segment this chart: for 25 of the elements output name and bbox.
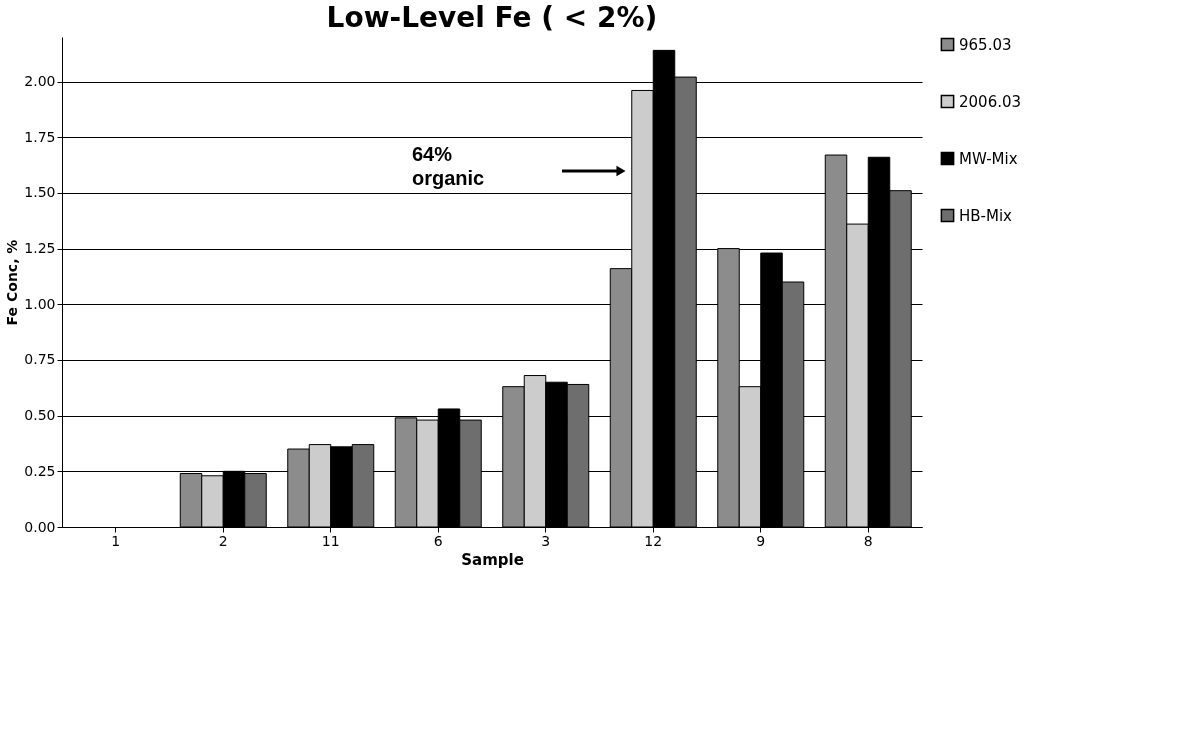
x-tick-label: 3 [541,532,551,549]
y-tick-label: 0.00 [24,518,56,535]
x-axis-title: Sample [461,550,524,569]
y-tick-label: 1.00 [24,295,56,312]
y-tick-label: 1.75 [24,128,56,145]
annotation: 64% organic [412,143,485,189]
y-tick-label: 2.00 [24,73,56,90]
chart-title: Low-Level Fe ( < 2%) [326,1,658,34]
legend-label: HB-Mix [959,206,1013,225]
x-tick-label: 11 [321,532,340,549]
y-tick-label: 1.50 [24,184,56,201]
y-tick-label: 0.25 [24,462,56,479]
x-tick-label: 9 [756,532,766,549]
x-tick-label: 1 [111,532,121,549]
y-tick-label: 0.75 [24,351,56,368]
legend-label: 2006.03 [959,92,1022,111]
legend-label: 965.03 [959,35,1012,54]
x-tick-label: 2 [218,532,228,549]
x-tick-label: 12 [644,532,663,549]
legend-label: MW-Mix [959,149,1018,168]
y-axis-title: Fe Conc, % [4,239,21,326]
y-tick-label: 0.50 [24,407,56,424]
x-tick-label: 6 [433,532,443,549]
y-tick-label: 1.25 [24,240,56,257]
x-tick-label: 8 [863,532,873,549]
